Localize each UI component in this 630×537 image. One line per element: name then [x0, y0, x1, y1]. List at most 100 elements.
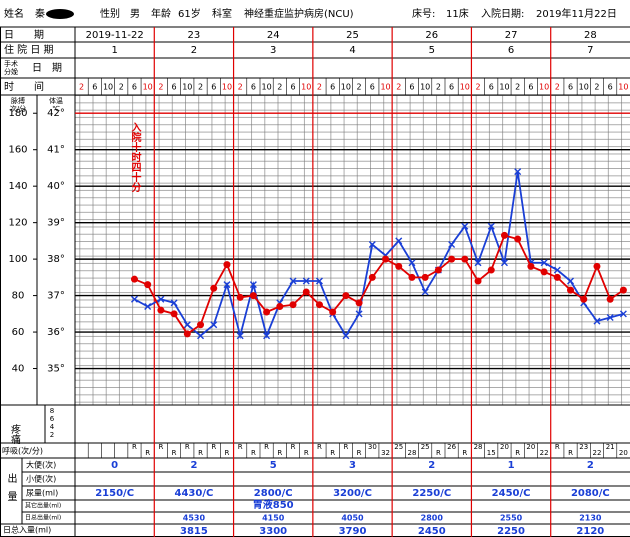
urine: 2250/C	[412, 488, 451, 499]
y2-tick-label: 40	[12, 364, 25, 375]
pulse-point	[567, 286, 575, 294]
time-label: 6	[251, 83, 256, 92]
urine: 4430/C	[175, 488, 214, 499]
respiration: R	[145, 449, 150, 457]
x-marker-stroke	[448, 241, 456, 249]
pulse-point	[342, 292, 350, 300]
hospital-day: 5	[429, 45, 435, 56]
other-output: 胃液850	[253, 498, 294, 511]
pulse-point	[395, 262, 403, 270]
pulse-point	[223, 261, 231, 269]
x-marker-stroke	[236, 332, 244, 340]
total-input: 3790	[339, 526, 367, 537]
total-output: 4050	[341, 514, 364, 523]
x-marker-stroke	[302, 277, 310, 285]
hospital-day: 2	[191, 45, 197, 56]
respiration: 20	[500, 443, 509, 451]
pulse-point	[249, 292, 257, 300]
pain-scale: 8	[50, 407, 54, 415]
respiration: R	[436, 449, 441, 457]
y-tick-label: 41°	[47, 145, 65, 156]
x-marker-stroke	[130, 295, 138, 303]
pulse-point	[355, 299, 363, 307]
temperature-point	[514, 168, 522, 176]
respiration: 28	[408, 449, 417, 457]
bed: 11床	[446, 7, 469, 20]
urine: 2800/C	[254, 488, 293, 499]
temperature-point	[302, 277, 310, 285]
time-label: 6	[449, 83, 454, 92]
time-label: 6	[409, 83, 414, 92]
pulse-point	[474, 277, 482, 285]
temperature-point	[130, 295, 138, 303]
stool: 5	[270, 460, 277, 471]
respiration: R	[172, 449, 177, 457]
respiration: R	[251, 449, 256, 457]
temperature-point	[395, 237, 403, 245]
pulse-point	[170, 310, 178, 318]
respiration: 32	[381, 449, 390, 457]
temperature-point	[263, 332, 271, 340]
total-input: 3300	[259, 526, 287, 537]
temperature-point	[606, 313, 614, 321]
x-marker-stroke	[197, 332, 205, 340]
pulse-point	[130, 275, 138, 283]
surgery-label: 分娩	[4, 67, 18, 76]
respiration: R	[211, 443, 216, 451]
x-marker-stroke	[170, 299, 178, 307]
total-output: 4150	[262, 514, 285, 523]
time-label: 6	[132, 83, 137, 92]
date: 27	[505, 30, 518, 41]
time-label: 2	[317, 83, 322, 92]
respiration: R	[304, 449, 309, 457]
x-marker-stroke	[223, 281, 231, 289]
respiration-label: 呼吸(次/分)	[2, 446, 43, 456]
respiration: R	[291, 443, 296, 451]
age-label: 年龄	[151, 7, 171, 20]
temperature-point	[553, 266, 561, 274]
x-marker-stroke	[461, 222, 469, 230]
time-label: 2	[475, 83, 480, 92]
date-label: 日 期	[4, 29, 44, 41]
y2-tick-label: 160	[8, 145, 27, 156]
age: 61岁	[178, 7, 201, 20]
time-label: 6	[290, 83, 295, 92]
pulse-point	[461, 255, 469, 263]
stool-label: 大便(次)	[26, 460, 56, 470]
x-marker-stroke	[606, 313, 614, 321]
total-output-label: 日总出量(ml)	[25, 514, 61, 522]
pain-scale: 4	[50, 423, 55, 431]
time-label: 6	[330, 83, 335, 92]
temperature-point	[157, 295, 165, 303]
surgery-label: 日 期	[32, 62, 62, 74]
date: 28	[584, 30, 597, 41]
x-marker-stroke	[421, 288, 429, 296]
pulse-point	[236, 293, 244, 301]
y-tick-label: 38°	[47, 254, 65, 265]
sex: 男	[130, 8, 140, 20]
x-marker-stroke	[263, 332, 271, 340]
y-tick-label: 39°	[47, 218, 65, 229]
stool: 2	[190, 460, 197, 471]
pain-scale: 2	[50, 431, 54, 439]
pulse-point	[434, 266, 442, 274]
time-label: 2	[515, 83, 520, 92]
time-label: 6	[568, 83, 573, 92]
time-label: 10	[341, 83, 351, 92]
respiration: 25	[421, 443, 430, 451]
y-tick-label: 40°	[47, 181, 65, 192]
x-marker-stroke	[474, 259, 482, 267]
respiration: 15	[487, 449, 496, 457]
temperature-point	[540, 259, 548, 267]
respiration: R	[568, 449, 573, 457]
time-label: 2	[198, 83, 203, 92]
time-label: 10	[460, 83, 470, 92]
y-tick-label: 35°	[47, 364, 65, 375]
time-label: 10	[301, 83, 311, 92]
urine-count-label: 小便(次)	[26, 474, 56, 484]
y2-tick-label: 140	[8, 181, 27, 192]
time-label: 10	[579, 83, 589, 92]
time-label: 6	[211, 83, 216, 92]
x-marker-stroke	[183, 321, 191, 329]
